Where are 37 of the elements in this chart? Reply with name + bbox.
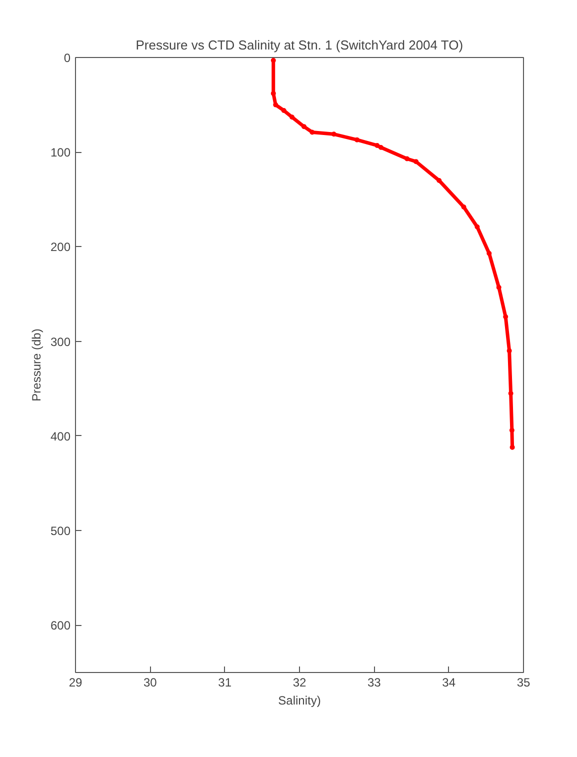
chart-title: Pressure vs CTD Salinity at Stn. 1 (SwitchYard 2004 TO) — [136, 38, 464, 52]
x-tick-label: 34 — [442, 676, 456, 690]
point — [374, 142, 380, 148]
point — [310, 130, 315, 135]
point — [461, 204, 466, 210]
point — [273, 102, 278, 108]
point — [331, 132, 336, 137]
point — [509, 428, 514, 433]
point — [413, 159, 418, 164]
y-tick-label: 500 — [50, 524, 71, 538]
y-axis-title: Pressure (db) — [29, 328, 44, 402]
point — [404, 156, 410, 162]
point — [436, 178, 442, 183]
point — [486, 250, 492, 256]
point — [270, 58, 276, 63]
x-tick-label: 30 — [143, 676, 158, 690]
point — [378, 144, 384, 150]
point — [496, 284, 502, 290]
x-tick-label: 33 — [367, 676, 382, 690]
point — [301, 124, 306, 130]
y-tick-label: 600 — [50, 618, 71, 633]
point — [354, 137, 360, 142]
point — [503, 314, 508, 320]
x-axis-title: Salinity) — [278, 694, 321, 708]
x-tick-label: 35 — [516, 676, 530, 690]
y-tick-label: 0 — [64, 51, 71, 65]
y-tick-label: 200 — [50, 240, 71, 254]
y-tick-label: 100 — [50, 146, 71, 160]
y-tick-label: 300 — [50, 334, 71, 349]
x-tick-label: 31 — [218, 676, 232, 690]
y-tick-label: 400 — [50, 429, 71, 444]
point — [474, 224, 480, 230]
x-tick-label: 29 — [68, 676, 82, 690]
point — [506, 348, 512, 354]
point — [281, 108, 286, 113]
x-tick-label: 32 — [292, 676, 306, 690]
point — [290, 114, 295, 120]
